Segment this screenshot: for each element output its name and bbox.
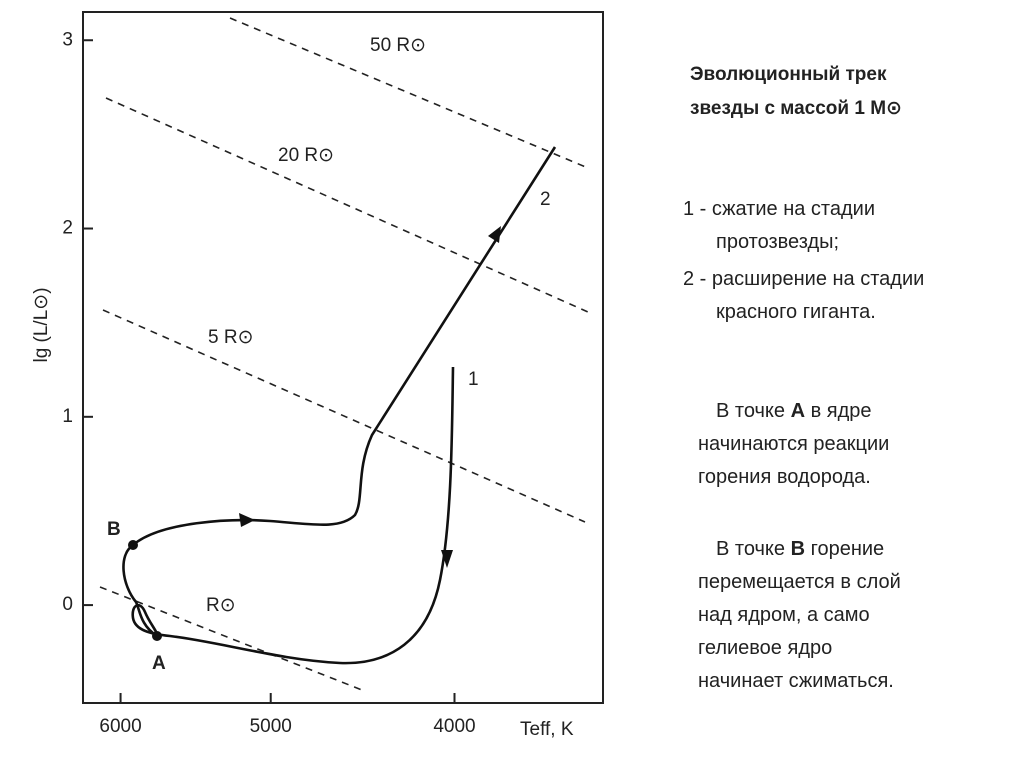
y-tick-label: 1 <box>62 406 73 427</box>
radius-lines <box>99 17 589 691</box>
radius-line <box>105 97 589 313</box>
note-text: горения водорода. <box>698 466 871 488</box>
note-line: начинает сжиматься. <box>698 665 901 698</box>
track-contraction <box>131 366 455 665</box>
note-line: В точке А в ядре <box>698 395 889 428</box>
item-line: 2 - расширение на стадии <box>683 268 925 290</box>
track-giant <box>122 146 557 638</box>
title-line: звезды с массой 1 M⊙ <box>690 98 902 119</box>
note-text: А <box>790 400 806 422</box>
panel-title: Эволюционный трек звезды с массой 1 M⊙ <box>690 58 902 126</box>
note-text: горение <box>805 538 885 560</box>
note-text: в ядре <box>805 400 872 422</box>
note-line: гелиевое ядро <box>698 632 901 665</box>
arrow <box>441 550 453 568</box>
items: 1 - сжатие на стадии протозвезды; 2 - расш… <box>683 193 924 333</box>
track <box>122 146 557 665</box>
note-text: начинаются реакции <box>698 433 890 455</box>
y-tick-label: 0 <box>62 594 73 615</box>
note-line: горения водорода. <box>698 461 889 494</box>
radius-label: 5 R⊙ <box>208 327 254 348</box>
point-label: B <box>107 519 121 540</box>
item-line: красного гиганта. <box>716 301 876 323</box>
y-axis-label: lg (L/L⊙) <box>31 287 52 362</box>
note-line: В точке В горение <box>698 533 901 566</box>
point-a <box>152 631 162 641</box>
x-tick-label: 5000 <box>250 716 292 737</box>
point-b <box>128 540 138 550</box>
y-tick-label: 3 <box>62 29 73 50</box>
note-text: В точке <box>716 400 791 422</box>
track-label: 1 <box>468 369 479 390</box>
arrow <box>239 513 255 527</box>
radius-label: R⊙ <box>206 595 236 616</box>
radius-label: 50 R⊙ <box>370 35 426 56</box>
radius-label: 20 R⊙ <box>278 145 334 166</box>
note-line: над ядром, а само <box>698 599 901 632</box>
note-line: перемещается в слой <box>698 566 901 599</box>
y-tick-label: 2 <box>62 218 73 239</box>
note-text: над ядром, а само <box>698 604 870 626</box>
point-label: A <box>152 653 166 674</box>
note-text: гелиевое ядро <box>698 637 833 659</box>
item-line: протозвезды; <box>716 231 840 253</box>
title-line: Эволюционный трек <box>690 64 887 85</box>
note-text: В точке <box>716 538 791 560</box>
track-label: 2 <box>540 189 551 210</box>
note-text: перемещается в слой <box>698 571 901 593</box>
x-tick-label: 4000 <box>433 716 475 737</box>
note: В точке В горение перемещается в слой над … <box>698 533 901 698</box>
x-tick-label: 6000 <box>99 716 141 737</box>
radius-line <box>99 586 363 691</box>
arrow <box>488 226 501 243</box>
x-axis-label: Teff, K <box>520 719 574 740</box>
note-text: В <box>790 538 806 560</box>
note-text: начинает сжиматься. <box>698 670 894 692</box>
plot-frame <box>82 11 604 704</box>
item-line: 1 - сжатие на стадии <box>683 198 875 220</box>
note-line: начинаются реакции <box>698 428 889 461</box>
arrows <box>239 226 501 568</box>
note: В точке А в ядре начинаются реакции горени… <box>698 395 889 494</box>
radius-line <box>102 309 586 523</box>
